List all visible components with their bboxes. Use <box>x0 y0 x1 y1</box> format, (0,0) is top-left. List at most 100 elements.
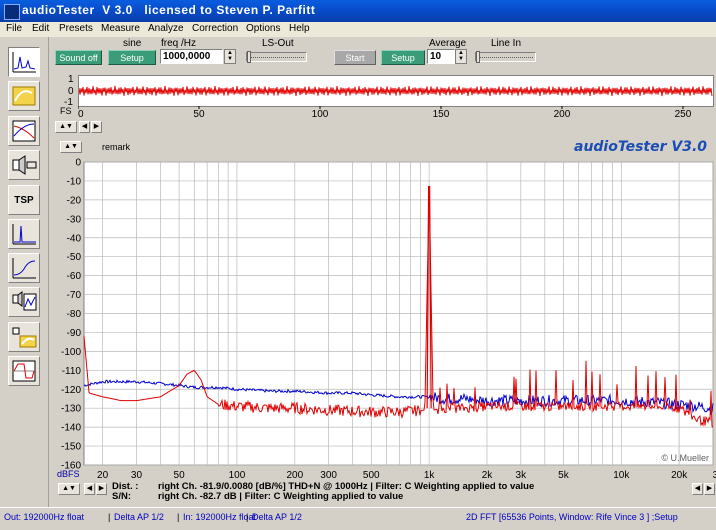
fft-spectrum-icon <box>12 52 36 73</box>
scope-tick-label: 200 <box>554 109 571 120</box>
x-tick-label: 2k <box>482 470 494 481</box>
series-line-right <box>83 193 714 428</box>
impulse-icon <box>12 224 36 245</box>
compare-tool[interactable] <box>8 322 40 352</box>
y-tick-label: -70 <box>67 290 82 301</box>
freq-input[interactable] <box>160 49 223 64</box>
plot-zoom-button[interactable]: ▲▼ <box>60 141 82 153</box>
sine-label: sine <box>123 38 142 49</box>
scope-waveform <box>78 85 713 97</box>
scope-tick-label: 100 <box>312 109 329 120</box>
x-tick-label: 200 <box>286 470 303 481</box>
y-tick-label: 0 <box>75 158 81 169</box>
x-tick-label: 100 <box>229 470 246 481</box>
menu-help[interactable]: Help <box>289 23 310 34</box>
y-tick-label: -120 <box>61 385 81 396</box>
generator-icon <box>12 155 37 175</box>
right-scroll-right[interactable]: ▶ <box>704 483 715 495</box>
status-out: Out: 192000Hz float <box>4 512 85 522</box>
y-tick-label: -110 <box>62 366 82 377</box>
distortion-icon <box>12 291 37 311</box>
slider-ticks <box>478 57 533 58</box>
app-icon <box>4 4 20 20</box>
fft-spectrum-tool[interactable] <box>8 47 40 77</box>
plot-scroll-left[interactable]: ◀ <box>84 483 95 495</box>
y-tick-label: -80 <box>67 309 82 320</box>
menu-bar: File Edit Presets Measure Analyze Correc… <box>0 22 716 37</box>
y-tick-label: -150 <box>61 442 81 453</box>
plot-scroll-right[interactable]: ▶ <box>96 483 107 495</box>
y-tick-label: -50 <box>67 252 82 263</box>
x-tick-label: 300 <box>320 470 337 481</box>
scope-tick-label: 0 <box>78 109 84 120</box>
scope-x-axis: 0 50 100 150 200 250 <box>78 106 692 120</box>
y-tick-label: -20 <box>67 195 82 206</box>
slider-thumb[interactable] <box>476 51 480 63</box>
freq-label: freq /Hz <box>161 38 197 49</box>
right-scroll-left[interactable]: ◀ <box>692 483 703 495</box>
scope-scroll-left[interactable]: ◀ <box>79 121 90 133</box>
x-tick-label: 20 <box>97 470 109 481</box>
scope-scroll-right[interactable]: ▶ <box>91 121 102 133</box>
y-tick-label: -60 <box>67 271 82 282</box>
scope-tick-label: 50 <box>193 109 205 120</box>
line-in-label: Line In <box>491 38 522 49</box>
menu-options[interactable]: Options <box>246 23 281 34</box>
start-button[interactable]: Start <box>334 50 376 65</box>
scope-zoom-button[interactable]: ▲▼ <box>55 121 77 133</box>
y-tick-label: -10 <box>67 176 82 187</box>
scope-tick-label: 250 <box>675 109 692 120</box>
generator-tool[interactable] <box>8 150 40 180</box>
generator-setup-button[interactable]: Setup <box>108 50 156 65</box>
analyzer-setup-button[interactable]: Setup <box>381 50 425 65</box>
tsp-tool[interactable]: TSP <box>8 185 40 215</box>
x-tick-label: 10k <box>613 470 630 481</box>
average-label: Average <box>429 38 467 49</box>
x-tick-label: 1k <box>424 470 436 481</box>
average-spinner[interactable]: ▲ ▼ <box>455 49 467 64</box>
response-tool[interactable] <box>8 116 40 146</box>
status-fft: 2D FFT [65536 Points, Window: Rife Vince… <box>466 512 678 522</box>
average-input[interactable] <box>427 49 455 64</box>
menu-correction[interactable]: Correction <box>192 23 239 34</box>
distortion-tool[interactable] <box>8 287 40 317</box>
x-tick-label: 30kHz <box>713 470 716 481</box>
scope-y-label-mid: 0 <box>68 86 74 97</box>
compare-icon <box>12 327 37 348</box>
line-in-slider[interactable] <box>475 51 536 63</box>
dist-label: Dist. : <box>112 481 139 492</box>
slider-ticks <box>249 57 304 58</box>
scope-fs-label: FS <box>60 106 72 116</box>
ls-out-slider[interactable] <box>246 51 307 63</box>
filter-icon <box>12 258 36 279</box>
y-tick-label: -140 <box>61 423 81 434</box>
menu-analyze[interactable]: Analyze <box>148 23 184 34</box>
x-tick-label: 5k <box>558 470 570 481</box>
brand-label: audioTester V3.0 <box>574 139 708 155</box>
y-tick-label: -90 <box>67 328 82 339</box>
menu-presets[interactable]: Presets <box>59 23 93 34</box>
menu-file[interactable]: File <box>6 23 23 34</box>
slider-thumb[interactable] <box>247 51 251 63</box>
menu-measure[interactable]: Measure <box>101 23 140 34</box>
sound-off-button[interactable]: Sound off <box>55 50 102 65</box>
waveform-tool[interactable] <box>8 356 40 386</box>
filter-tool[interactable] <box>8 253 40 283</box>
y-tick-label: -160 <box>61 461 81 472</box>
response-icon <box>12 120 36 142</box>
spectrum-chart: 0 -10 -20 -30 -40 -50 -60 -70 -80 -90 -100 -110 -120… <box>57 158 716 482</box>
impulse-tool[interactable] <box>8 219 40 249</box>
scope-trace <box>78 85 713 97</box>
freq-spinner[interactable]: ▲ ▼ <box>224 49 236 64</box>
ls-out-label: LS-Out <box>262 38 294 49</box>
status-in: In: 192000Hz float <box>183 512 257 522</box>
sweep-icon <box>12 86 36 106</box>
menu-edit[interactable]: Edit <box>32 23 50 34</box>
x-tick-label: 50 <box>174 470 186 481</box>
scope-y-label-top: 1 <box>68 74 74 85</box>
tsp-label: TSP <box>14 194 34 206</box>
fundamental-peak <box>426 186 432 409</box>
dist-value: right Ch. -81.9/0.0080 [dB/%] THD+N @ 10… <box>158 481 535 492</box>
bottom-zoom-button[interactable]: ▲▼ <box>58 483 80 495</box>
sweep-tool[interactable] <box>8 81 40 111</box>
